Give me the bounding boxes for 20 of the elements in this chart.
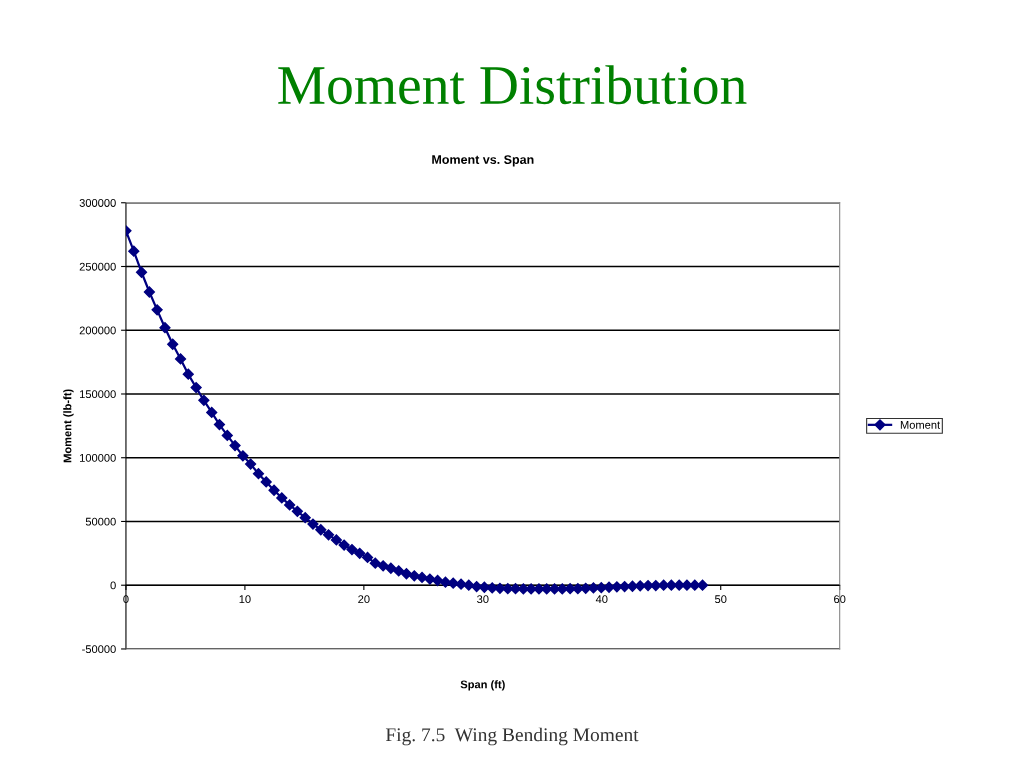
x-tick-label: 50 — [714, 595, 727, 604]
legend-label: Moment — [900, 421, 941, 429]
y-tick-label: 150000 — [80, 390, 116, 399]
y-tick-label: -50000 — [82, 645, 116, 654]
chart-title: Moment Distribution — [278, 65, 747, 105]
y-axis-title: Moment (lb-ft) — [63, 389, 74, 463]
y-tick-label: 0 — [110, 581, 116, 590]
x-tick-label: 40 — [595, 595, 608, 604]
x-axis-title: Span (ft) — [460, 680, 505, 691]
x-tick-label: 30 — [477, 595, 489, 604]
caption: Fig. 7.5 Wing Bending Moment — [385, 727, 639, 746]
y-tick-label: 50000 — [85, 517, 116, 526]
y-tick-label: 100000 — [80, 454, 116, 462]
chart-subtitle: Moment vs. Span — [432, 155, 534, 167]
x-tick-label: 60 — [834, 595, 846, 604]
x-tick-label: 20 — [358, 595, 370, 604]
y-tick-label: 300000 — [79, 199, 116, 207]
y-tick-label: 200000 — [79, 326, 116, 335]
y-tick-label: 250000 — [79, 262, 116, 271]
x-tick-label: 10 — [239, 595, 251, 604]
